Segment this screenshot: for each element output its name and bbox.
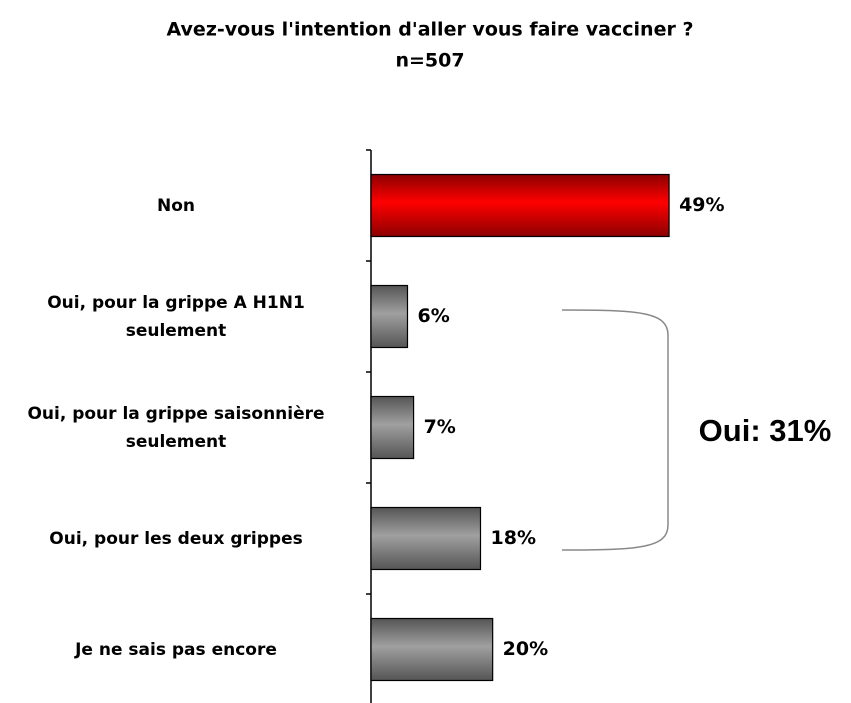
category-label: Non <box>156 195 195 216</box>
annotation: Oui: 31% <box>699 413 832 448</box>
value-label: 49% <box>679 194 724 216</box>
bar <box>370 506 482 571</box>
value-label: 7% <box>424 416 456 438</box>
category-label: Oui, pour les deux grippes <box>49 528 303 549</box>
bar <box>370 284 409 349</box>
bracket <box>561 309 669 551</box>
value-label: 6% <box>418 305 450 327</box>
category-label: Oui, pour la grippe A H1N1 seulement <box>47 292 305 341</box>
chart-title: Avez-vous l'intention d'aller vous faire… <box>167 19 694 41</box>
category-label: Oui, pour la grippe saisonnière seulemen… <box>27 403 325 452</box>
category-label: Je ne sais pas encore <box>75 639 277 660</box>
chart-subtitle: n=507 <box>395 50 464 72</box>
value-label: 18% <box>491 527 536 549</box>
value-label: 20% <box>503 638 548 660</box>
bar <box>370 173 670 238</box>
bar <box>370 395 415 460</box>
bar <box>370 617 494 682</box>
